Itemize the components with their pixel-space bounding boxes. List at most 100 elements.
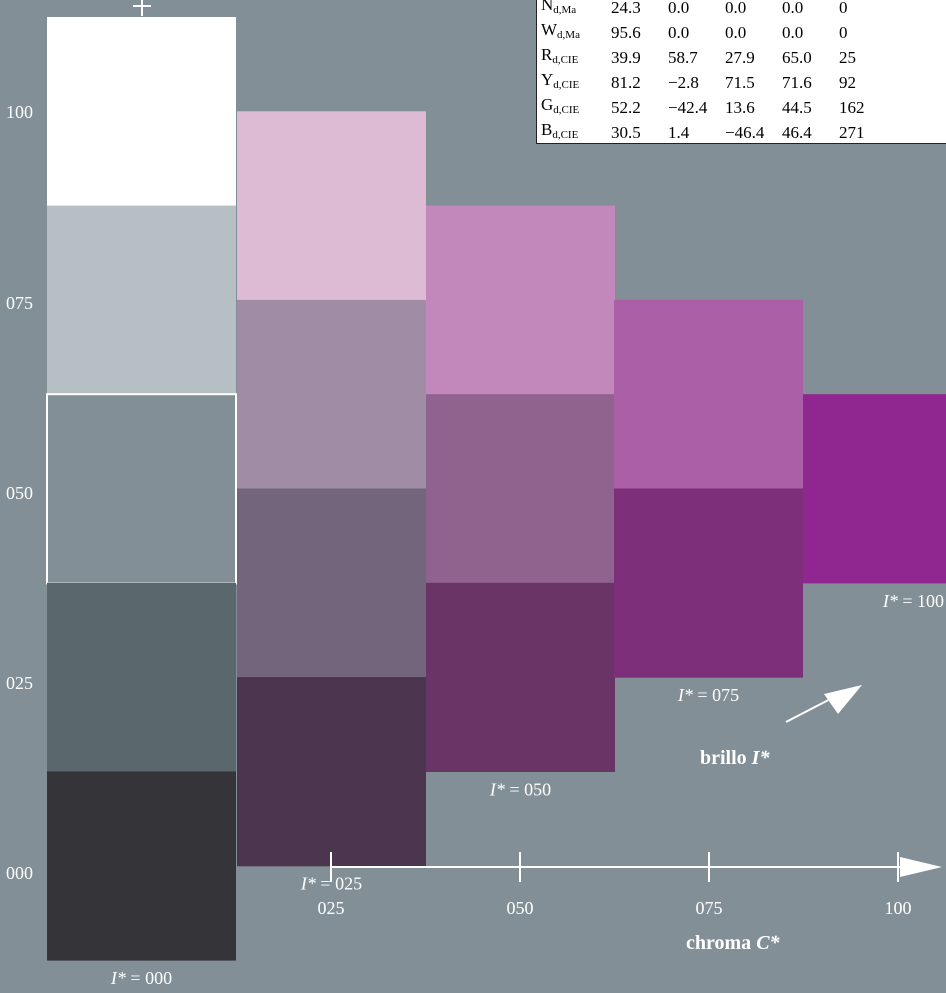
column-label-text: = 100 [898, 591, 944, 611]
column-label-var: I* [110, 968, 126, 988]
chroma-axis-label-var: C* [756, 932, 780, 954]
brightness-label-text: brillo [700, 747, 752, 769]
table-cell: 0.0 [725, 0, 747, 17]
table-cell: 0.0 [668, 22, 690, 42]
table-cell: 92 [839, 72, 856, 92]
y-tick-label: 025 [6, 673, 33, 693]
color-cell [237, 488, 426, 678]
chroma-axis-label-text: chroma [686, 932, 756, 954]
table-cell: 71.6 [782, 72, 812, 92]
color-cell [237, 677, 426, 867]
column-label-text: = 075 [693, 685, 739, 705]
row-label-name: N [541, 0, 554, 14]
column-label-var: I* [300, 874, 316, 894]
table-cell: 39.9 [611, 47, 641, 67]
color-cell [614, 488, 803, 678]
table-cell: 25 [839, 47, 856, 67]
table-cell: 30.5 [611, 122, 641, 142]
table-cell: 0 [839, 22, 848, 42]
row-label: Bd,CIE [541, 120, 611, 145]
table-cell: 58.7 [668, 47, 698, 67]
brightness-arrowhead [824, 685, 862, 714]
table-row: Wd,Ma 95.6 0.0 0.0 0.0 0 [541, 20, 896, 45]
table-cell: 0.0 [725, 22, 747, 42]
y-tick-label: 075 [6, 293, 33, 313]
y-tick-label: 050 [6, 483, 33, 503]
table-row: Gd,CIE 52.2 −42.4 13.6 44.5 162 [541, 95, 896, 120]
table-cell: 271 [839, 122, 865, 142]
column-label-var: I* [677, 685, 693, 705]
color-cell [237, 299, 426, 490]
column-label-text: = 050 [505, 779, 551, 799]
table-row: Yd,CIE 81.2 −2.8 71.5 71.6 92 [541, 70, 896, 95]
row-label-sub: d,Ma [553, 4, 577, 16]
row-label-name: W [541, 20, 558, 39]
color-cell [46, 393, 237, 585]
table-row: Bd,CIE 30.5 1.4 −46.4 46.4 271 [541, 120, 896, 145]
column-label: I* = 050 [489, 779, 551, 799]
brightness-label: brillo I* [700, 747, 770, 769]
column-label-text: = 025 [316, 874, 362, 894]
chroma-axis-arrowhead [900, 857, 942, 877]
color-cell [426, 205, 615, 395]
x-tick-label: 025 [318, 898, 345, 918]
y-tick-label: 000 [6, 863, 33, 883]
table-cell: 44.5 [782, 97, 812, 117]
table-cell: 71.5 [725, 72, 755, 92]
table-cell: −42.4 [668, 97, 708, 117]
data-table: Nd,Ma 24.3 0.0 0.0 0.0 0 Wd,Ma 95.6 0.0 0.0 0.0 0 Rd… [536, 0, 946, 144]
row-label-sub: d,CIE [552, 54, 579, 66]
x-tick-label: 075 [696, 898, 723, 918]
column-label: I* = 100 [882, 591, 944, 611]
column-label-var: I* [489, 779, 505, 799]
column-label: I* = 000 [110, 968, 172, 988]
chroma-axis-label: chroma C* [686, 932, 781, 954]
column-label-text: = 000 [126, 968, 172, 988]
table-row: Rd,CIE 39.9 58.7 27.9 65.0 25 [541, 45, 896, 70]
color-cell [426, 582, 615, 772]
column-label: I* = 075 [677, 685, 739, 705]
color-cells [46, 17, 946, 961]
color-cell [614, 299, 803, 490]
color-cell [803, 394, 946, 584]
table-cell: 0 [839, 0, 848, 17]
column-label-var: I* [882, 591, 898, 611]
row-label-name: Y [541, 70, 554, 89]
row-label: Nd,Ma [541, 0, 611, 20]
table-cell: −2.8 [668, 72, 699, 92]
row-label: Gd,CIE [541, 95, 611, 120]
table-cell: 24.3 [611, 0, 641, 17]
brightness-label-var: I* [751, 747, 771, 769]
table-cell: 95.6 [611, 22, 641, 42]
y-tick-label: 100 [6, 102, 33, 122]
x-tick-label: 050 [507, 898, 534, 918]
row-label-sub: d,Ma [557, 29, 580, 41]
table-cell: 162 [839, 97, 865, 117]
color-cell [47, 17, 236, 207]
color-cell [47, 582, 236, 772]
table-cell: 81.2 [611, 72, 641, 92]
table-row: Nd,Ma 24.3 0.0 0.0 0.0 0 [541, 0, 896, 20]
row-label-name: B [541, 120, 553, 139]
row-label-sub: d,CIE [553, 79, 580, 91]
row-label-sub: d,CIE [552, 129, 579, 141]
column-label: I* = 025 [300, 874, 362, 894]
row-label: Wd,Ma [541, 20, 611, 45]
table-cell: 0.0 [782, 0, 804, 17]
table-cell: 52.2 [611, 97, 641, 117]
row-label: Yd,CIE [541, 70, 611, 95]
table-cell: 13.6 [725, 97, 755, 117]
table-cell: 0.0 [782, 22, 804, 42]
table-cell: 1.4 [668, 122, 690, 142]
table-cell: −46.4 [725, 122, 765, 142]
row-label: Rd,CIE [541, 45, 611, 70]
table-cell: 46.4 [782, 122, 812, 142]
chroma-axis [133, 0, 942, 882]
row-label-name: R [541, 45, 553, 64]
row-label-name: G [541, 95, 554, 114]
row-label-sub: d,CIE [553, 104, 580, 116]
color-cell [426, 394, 615, 584]
color-cell [47, 771, 236, 961]
